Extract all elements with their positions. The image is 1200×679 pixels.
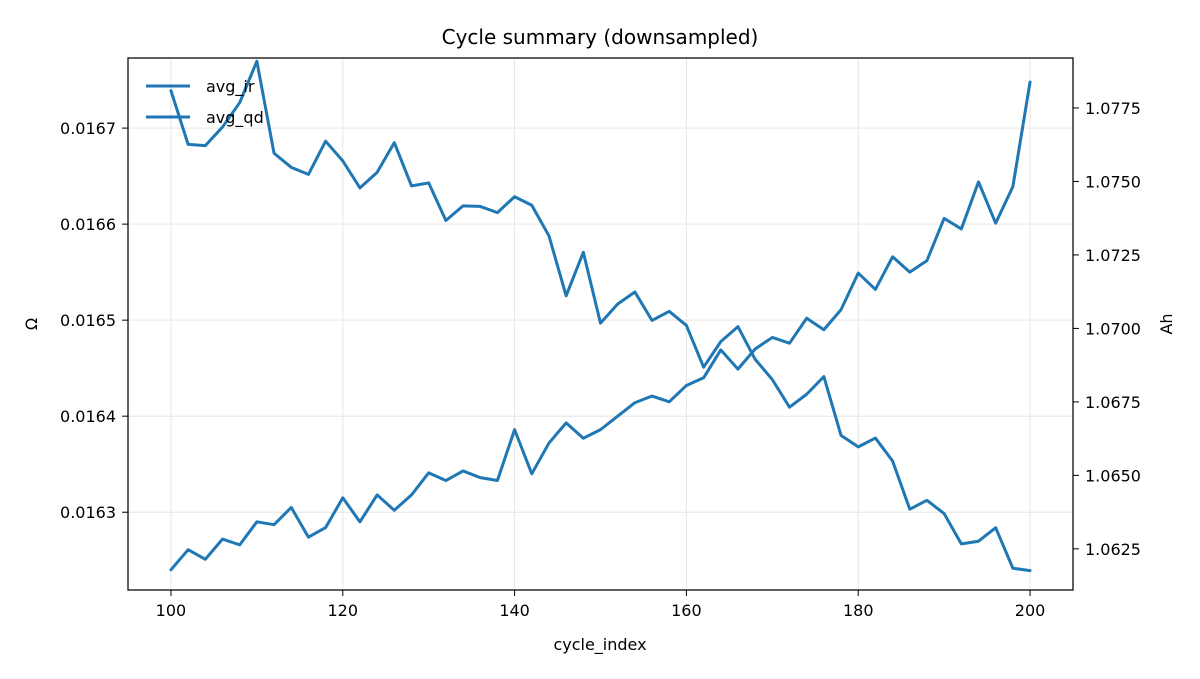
y-tick-label-left: 0.0163 — [60, 503, 116, 522]
x-tick-label: 180 — [843, 601, 874, 620]
plot-frame — [127, 57, 1074, 591]
legend-label-avg-ir: avg_ir — [206, 77, 255, 97]
series-layer — [169, 59, 1032, 573]
legend-label-avg-qd: avg_qd — [206, 108, 264, 128]
y-axis-label-right: Ah — [1157, 313, 1176, 334]
y-tick-label-right: 1.0700 — [1085, 319, 1141, 338]
legend: avg_ir avg_qd — [146, 77, 264, 128]
y-tick-label-right: 1.0675 — [1085, 393, 1141, 412]
y-tick-label-right: 1.0775 — [1085, 99, 1141, 118]
x-tick-label: 140 — [499, 601, 530, 620]
x-tick-label: 160 — [671, 601, 702, 620]
y-tick-label-left: 0.0166 — [60, 215, 116, 234]
x-tick-label: 120 — [327, 601, 358, 620]
ticks: 100 120 140 160 180 200 0.0163 0.0164 0.0165 0.01… — [60, 99, 1141, 620]
y-tick-label-right: 1.0625 — [1085, 540, 1141, 559]
y-tick-label-left: 0.0165 — [60, 311, 116, 330]
x-tick-label: 200 — [1015, 601, 1046, 620]
series-line-avg-ir — [169, 80, 1032, 572]
y-axis-label-left: Ω — [22, 318, 41, 330]
y-tick-label-right: 1.0750 — [1085, 172, 1141, 191]
y-tick-label-right: 1.0725 — [1085, 246, 1141, 265]
y-tick-label-left: 0.0167 — [60, 119, 116, 138]
chart-title: Cycle summary (downsampled) — [442, 25, 759, 49]
y-tick-label-right: 1.0650 — [1085, 466, 1141, 485]
x-tick-label: 100 — [156, 601, 187, 620]
x-axis-label: cycle_index — [553, 635, 646, 655]
series-line-avg-qd — [169, 59, 1032, 573]
y-tick-label-left: 0.0164 — [60, 407, 116, 426]
